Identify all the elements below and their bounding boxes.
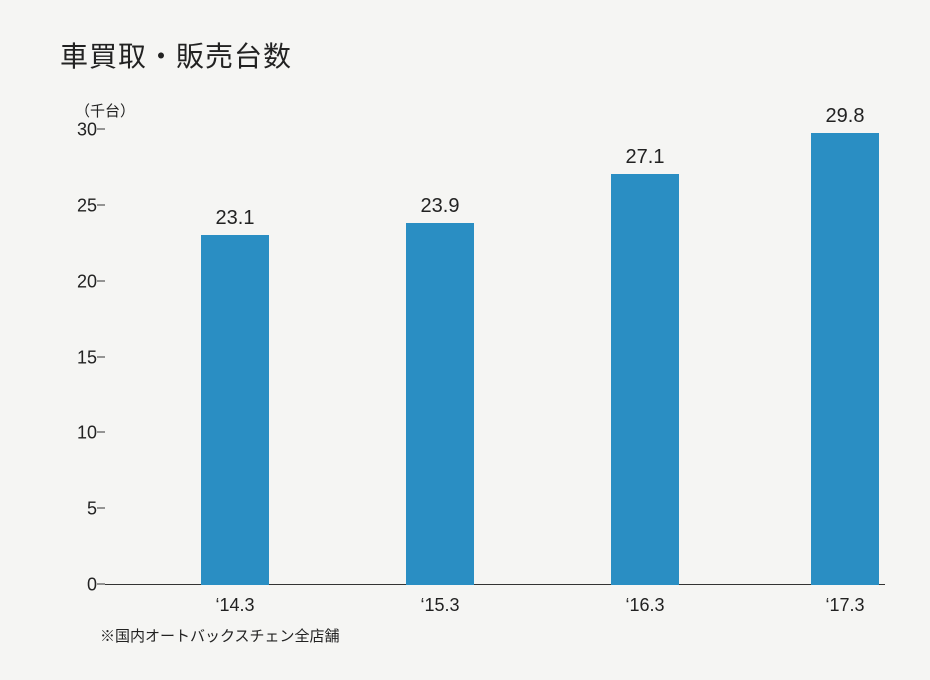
bar: 27.1 xyxy=(611,174,679,585)
y-tick-mark xyxy=(97,584,105,585)
bar-value-label: 23.9 xyxy=(406,195,474,218)
x-tick-label: ‘17.3 xyxy=(825,595,864,616)
y-tick-mark xyxy=(97,356,105,357)
x-tick-label: ‘16.3 xyxy=(625,595,664,616)
chart-title: 車買取・販売台数 xyxy=(60,35,292,75)
y-tick-label: 20 xyxy=(57,271,97,292)
y-tick-label: 25 xyxy=(57,195,97,216)
bar-value-label: 23.1 xyxy=(201,207,269,230)
bar-value-label: 29.8 xyxy=(811,105,879,128)
y-axis-unit: （千台） xyxy=(75,100,135,121)
y-tick-mark xyxy=(97,432,105,433)
y-tick-mark xyxy=(97,508,105,509)
chart-footnote: ※国内オートバックスチェン全店舗 xyxy=(100,625,340,646)
chart-container: 車買取・販売台数 （千台） 05101520253023.1‘14.323.9‘… xyxy=(0,0,930,680)
x-tick-label: ‘15.3 xyxy=(420,595,459,616)
plot-area: 05101520253023.1‘14.323.9‘15.327.1‘16.32… xyxy=(105,130,885,585)
y-tick-label: 5 xyxy=(57,499,97,520)
y-tick-mark xyxy=(97,280,105,281)
y-tick-label: 0 xyxy=(57,575,97,596)
y-tick-label: 15 xyxy=(57,347,97,368)
bar-value-label: 27.1 xyxy=(611,146,679,169)
y-tick-label: 10 xyxy=(57,423,97,444)
y-tick-mark xyxy=(97,204,105,205)
bar: 23.9 xyxy=(406,223,474,585)
x-tick-label: ‘14.3 xyxy=(215,595,254,616)
bar: 29.8 xyxy=(811,133,879,585)
y-tick-mark xyxy=(97,129,105,130)
y-tick-label: 30 xyxy=(57,120,97,141)
bar: 23.1 xyxy=(201,235,269,585)
